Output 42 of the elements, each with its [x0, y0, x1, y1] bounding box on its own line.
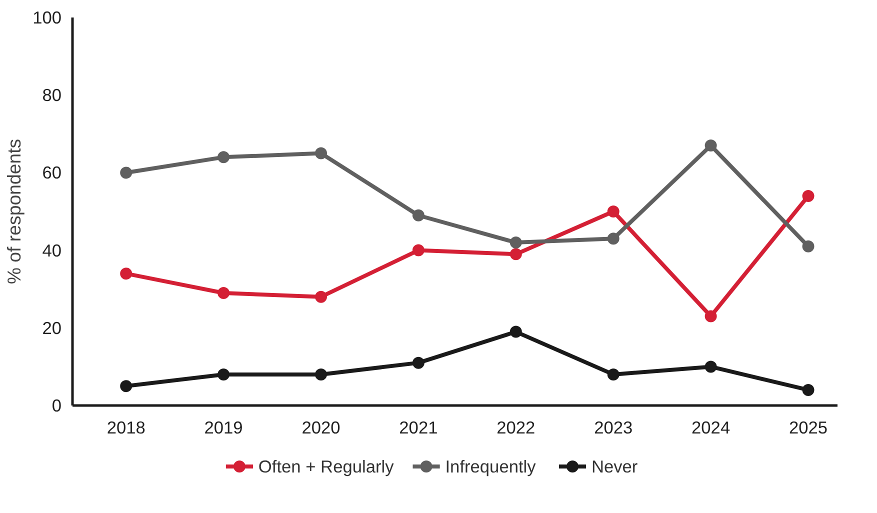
- y-axis-title: % of respondents: [4, 138, 25, 284]
- point: [802, 190, 814, 202]
- point: [218, 368, 230, 380]
- x-tick-label: 2025: [788, 418, 828, 438]
- point: [315, 290, 328, 303]
- point: [510, 326, 522, 338]
- point: [218, 151, 230, 164]
- point: [120, 166, 132, 179]
- legend-label: Often + Regularly: [258, 456, 394, 476]
- x-tick-label: 2018: [106, 418, 146, 438]
- point: [510, 236, 522, 249]
- x-tick-label: 2023: [594, 418, 633, 438]
- x-tick-label: 2024: [692, 418, 730, 438]
- legend-label: Infrequently: [445, 456, 536, 476]
- point: [412, 244, 424, 256]
- point: [607, 368, 620, 380]
- y-tick-label: 40: [42, 240, 62, 260]
- point: [120, 380, 132, 392]
- y-tick-label: 100: [32, 8, 62, 28]
- point: [704, 140, 717, 152]
- point: [315, 368, 328, 380]
- y-tick-label: 20: [42, 318, 62, 338]
- y-tick-label: 0: [52, 396, 62, 416]
- point: [510, 248, 522, 260]
- x-tick-label: 2019: [204, 418, 243, 438]
- point: [607, 206, 620, 218]
- x-tick-label: 2021: [399, 418, 438, 438]
- x-tick-label: 2022: [496, 418, 536, 438]
- y-tick-label: 60: [42, 162, 62, 183]
- point: [412, 356, 424, 369]
- point: [704, 310, 717, 322]
- point: [120, 268, 132, 280]
- point: [607, 232, 620, 245]
- legend-label: Never: [591, 456, 638, 476]
- point: [412, 209, 424, 222]
- point: [802, 240, 814, 252]
- point: [704, 360, 717, 373]
- point: [218, 286, 230, 299]
- y-tick-label: 80: [42, 85, 62, 106]
- x-tick-label: 2020: [302, 418, 340, 438]
- point: [315, 147, 328, 160]
- point: [802, 384, 814, 396]
